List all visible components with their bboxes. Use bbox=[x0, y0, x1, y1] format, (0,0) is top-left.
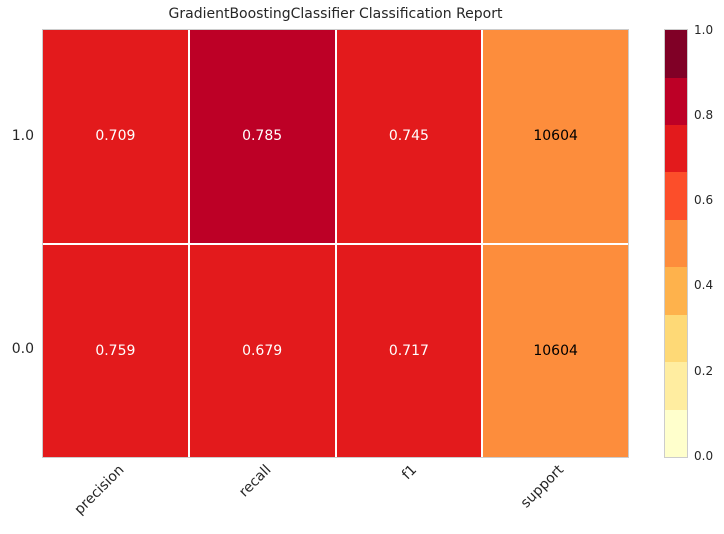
cell-value: 0.709 bbox=[95, 128, 136, 145]
colorbar-bin bbox=[665, 362, 687, 410]
y-tick-label-1.0: 1.0 bbox=[11, 128, 34, 144]
cell-value: 0.785 bbox=[242, 128, 283, 145]
colorbar-bin bbox=[665, 314, 687, 363]
colorbar-tick-0.6: 0.6 bbox=[694, 193, 714, 207]
colorbar-bin bbox=[665, 124, 687, 173]
colorbar-bin bbox=[665, 172, 687, 220]
colorbar-bin bbox=[665, 219, 687, 268]
colorbar-tick-1.0: 1.0 bbox=[694, 23, 714, 37]
heatmap-grid: 0.709 0.785 0.745 10604 0.759 0.679 0.71… bbox=[43, 30, 628, 457]
colorbar-tick-0.0: 0.0 bbox=[694, 449, 714, 463]
cell-value: 0.745 bbox=[388, 128, 429, 145]
cell-value: 0.717 bbox=[388, 342, 429, 359]
colorbar-bin bbox=[665, 30, 687, 78]
colorbar-bin bbox=[665, 267, 687, 315]
cell-0.0-precision: 0.759 bbox=[43, 244, 188, 457]
x-tick-label-recall: recall bbox=[236, 462, 275, 501]
colorbar-tick-0.2: 0.2 bbox=[694, 364, 714, 378]
y-tick-label-0.0: 0.0 bbox=[11, 341, 34, 357]
cell-value: 0.759 bbox=[95, 342, 136, 359]
x-tick-label-support: support bbox=[517, 462, 568, 512]
cell-value: 10604 bbox=[533, 128, 578, 145]
cell-value: 0.679 bbox=[242, 342, 283, 359]
colorbar bbox=[664, 29, 688, 458]
x-tick-label-f1: f1 bbox=[399, 462, 421, 484]
heatmap-plot-area: 0.709 0.785 0.745 10604 0.759 0.679 0.71… bbox=[42, 29, 629, 458]
cell-1.0-precision: 0.709 bbox=[43, 30, 188, 243]
colorbar-bin bbox=[665, 77, 687, 125]
cell-0.0-f1: 0.717 bbox=[336, 244, 482, 457]
colorbar-bin bbox=[665, 409, 687, 457]
cell-value: 10604 bbox=[533, 342, 578, 359]
x-tick-label-precision: precision bbox=[71, 462, 128, 518]
cell-1.0-support: 10604 bbox=[483, 30, 628, 243]
cell-0.0-support: 10604 bbox=[483, 244, 628, 457]
colorbar-tick-0.4: 0.4 bbox=[694, 278, 714, 292]
chart-title: GradientBoostingClassifier Classificatio… bbox=[168, 6, 503, 22]
colorbar-tick-0.8: 0.8 bbox=[694, 108, 714, 122]
cell-1.0-recall: 0.785 bbox=[189, 30, 335, 243]
cell-0.0-recall: 0.679 bbox=[189, 244, 335, 457]
cell-1.0-f1: 0.745 bbox=[336, 30, 482, 243]
